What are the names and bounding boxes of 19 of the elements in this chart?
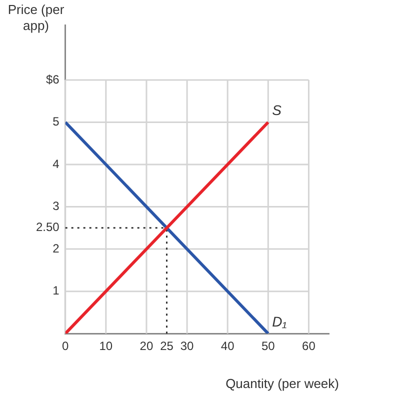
- y-axis-title: Price (per app): [6, 2, 66, 34]
- x-tick-label: 40: [220, 339, 235, 354]
- series-label: S: [272, 102, 282, 118]
- y-tick-label: 4: [52, 156, 60, 171]
- y-tick-label: $6: [46, 72, 60, 86]
- y-tick-label: 3: [52, 199, 60, 214]
- x-tick-label: 50: [261, 339, 276, 354]
- x-axis-title: Quantity (per week): [226, 376, 339, 391]
- y-tick-label: 2.50: [36, 220, 60, 234]
- series-label: D₁: [272, 313, 288, 330]
- y-tick-label: 1: [52, 284, 60, 298]
- y-tick-label: 5: [52, 114, 60, 129]
- x-tick-label: 20: [140, 339, 154, 354]
- x-tick-label: 60: [302, 339, 316, 354]
- x-tick-label: 0: [62, 339, 70, 354]
- x-tick-label: 30: [180, 339, 194, 354]
- x-tick-label: 10: [99, 339, 113, 354]
- y-tick-label: 2: [52, 241, 60, 256]
- x-tick-label: 25: [160, 339, 174, 354]
